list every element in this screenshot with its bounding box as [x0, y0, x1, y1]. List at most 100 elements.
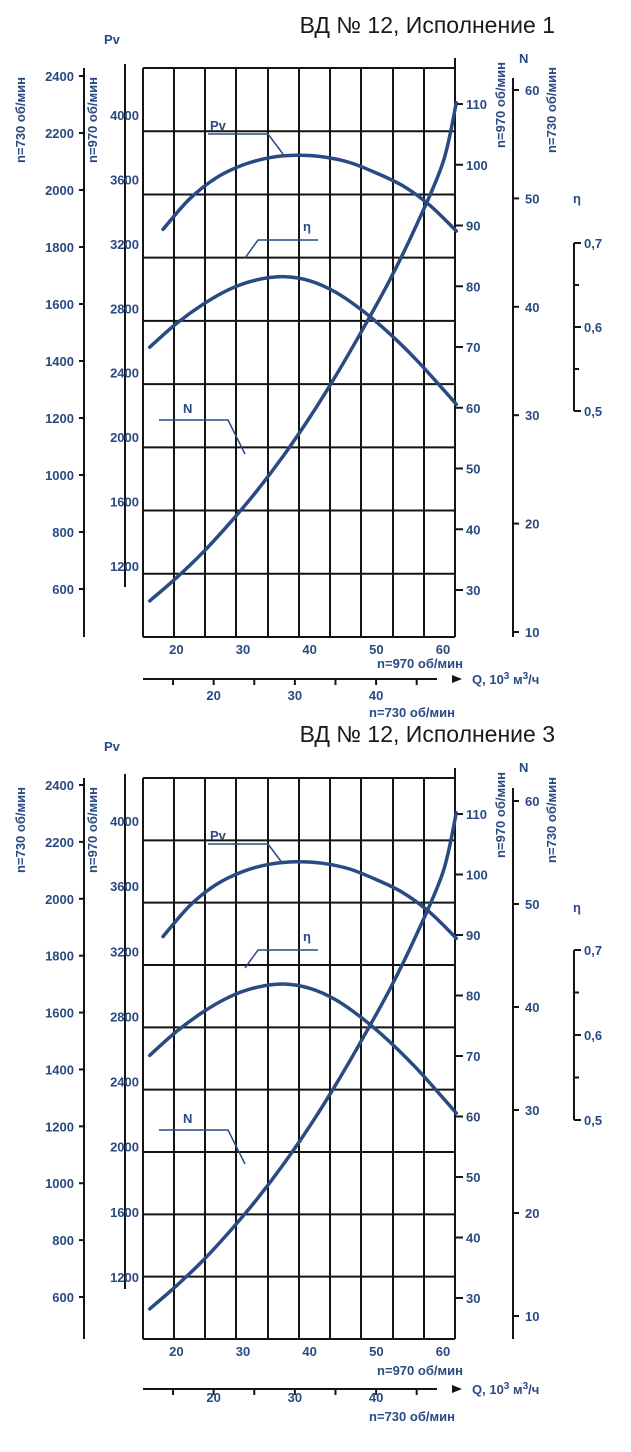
pv-970-tick-label: 1200 [110, 559, 139, 574]
power-curve-leader [159, 419, 246, 455]
pv-730-tick-label: 2400 [45, 778, 74, 793]
n-label: N [519, 51, 528, 66]
x-970-tick-label: 50 [369, 1344, 383, 1359]
pv-label: Pv [104, 32, 121, 47]
eta-tick-label: 0,5 [584, 1113, 602, 1128]
q-axis-label: Q, 103 м3/ч [472, 671, 539, 688]
n-730-tick-label: 60 [525, 83, 539, 98]
pv-970-tick-label: 1600 [110, 1205, 139, 1220]
chart-panel-2: ВД № 12, Исполнение 3 Pv n=730 об/мин n=970… [13, 721, 602, 1424]
pv-730-tick-label: 2200 [45, 126, 74, 141]
pv-970-tick-label: 3600 [110, 172, 139, 187]
pv-730-tick-label: 2200 [45, 835, 74, 850]
chart-title: ВД № 12, Исполнение 3 [300, 721, 555, 747]
x-970-tick-label: 60 [436, 642, 450, 657]
n-730-tick-label: 60 [525, 794, 539, 809]
efficiency-curve [147, 274, 459, 407]
n-970-tick-label: 40 [466, 1231, 480, 1246]
n-970-tick-label: 30 [466, 583, 480, 598]
n-730-tick-label: 10 [525, 625, 539, 640]
eta-tick-label: 0,7 [584, 943, 602, 958]
pv-970-tick-label: 2800 [110, 1009, 139, 1024]
efficiency-curve-label: η [303, 219, 311, 234]
pv-730-tick-label: 1000 [45, 1176, 74, 1191]
eta-tick-label: 0,6 [584, 320, 602, 335]
x-970-tick-label: 40 [302, 642, 316, 657]
pv-970-tick-label: 2000 [110, 430, 139, 445]
n-970-axis-label: n=970 об/мин [493, 772, 508, 858]
pv-730-tick-label: 1200 [45, 1119, 74, 1134]
x-730-tick-label: 30 [288, 1390, 302, 1405]
efficiency-curve-label: η [303, 929, 311, 944]
n-970-tick-label: 110 [466, 97, 487, 112]
x-970-tick-label: 20 [169, 642, 183, 657]
x-730-axis-label: n=730 об/мин [369, 1409, 455, 1424]
pv-730-tick-label: 1000 [45, 468, 74, 483]
n-970-tick-label: 70 [466, 340, 480, 355]
n-730-axis-label: n=730 об/мин [544, 777, 559, 863]
n-730-tick-label: 30 [525, 408, 539, 423]
q-arrow-icon [452, 1385, 462, 1393]
n-730-axis-label: n=730 об/мин [544, 67, 559, 153]
n-label: N [519, 760, 528, 775]
power-curve [147, 101, 459, 603]
pv-label: Pv [104, 739, 121, 754]
eta-label: η [573, 900, 581, 915]
n-970-axis-label: n=970 об/мин [493, 62, 508, 148]
x-730-tick-label: 20 [206, 1390, 220, 1405]
pv-curve-leader [208, 133, 284, 155]
x-730-tick-label: 40 [369, 688, 383, 703]
pv-730-tick-label: 1600 [45, 1006, 74, 1021]
pv-970-tick-label: 2000 [110, 1140, 139, 1155]
pv-730-tick-label: 1800 [45, 949, 74, 964]
x-730-tick-label: 30 [288, 688, 302, 703]
pv-730-axis-label: n=730 об/мин [13, 787, 28, 873]
chart-title: ВД № 12, Исполнение 1 [300, 12, 555, 38]
pv-970-tick-label: 2400 [110, 1075, 139, 1090]
pv-970-axis-label: n=970 об/мин [85, 77, 100, 163]
x-970-tick-label: 50 [369, 642, 383, 657]
n-970-tick-label: 80 [466, 279, 480, 294]
eta-tick-label: 0,7 [584, 236, 602, 251]
x-730-tick-label: 20 [206, 688, 220, 703]
eta-tick-label: 0,5 [584, 404, 602, 419]
x-970-tick-label: 40 [302, 1344, 316, 1359]
pv-970-tick-label: 3200 [110, 944, 139, 959]
pv-970-tick-label: 1600 [110, 495, 139, 510]
pv-730-tick-label: 600 [52, 582, 74, 597]
x-730-axis-label: n=730 об/мин [369, 705, 455, 720]
pv-730-tick-label: 2000 [45, 183, 74, 198]
efficiency-curve-leader [244, 239, 318, 259]
efficiency-curve-leader [244, 949, 318, 969]
pv-730-tick-label: 1200 [45, 411, 74, 426]
n-730-tick-label: 20 [525, 1206, 539, 1221]
pv-curve [161, 153, 459, 233]
pv-730-tick-label: 1400 [45, 354, 74, 369]
n-730-tick-label: 40 [525, 300, 539, 315]
power-curve-label: N [183, 401, 192, 416]
n-730-tick-label: 50 [525, 191, 539, 206]
n-730-tick-label: 20 [525, 517, 539, 532]
n-970-tick-label: 60 [466, 1110, 480, 1125]
x-970-tick-label: 20 [169, 1344, 183, 1359]
n-970-tick-label: 70 [466, 1049, 480, 1064]
x-970-tick-label: 30 [236, 642, 250, 657]
x-730-tick-label: 40 [369, 1390, 383, 1405]
pv-970-tick-label: 1200 [110, 1270, 139, 1285]
pv-970-tick-label: 3600 [110, 879, 139, 894]
q-axis-label: Q, 103 м3/ч [472, 1381, 539, 1398]
pv-970-tick-label: 4000 [110, 108, 139, 123]
n-970-tick-label: 90 [466, 219, 480, 234]
pv-730-tick-label: 2000 [45, 892, 74, 907]
n-970-tick-label: 60 [466, 401, 480, 416]
pv-730-tick-label: 600 [52, 1290, 74, 1305]
x-970-tick-label: 30 [236, 1344, 250, 1359]
n-970-tick-label: 100 [466, 868, 488, 883]
pv-730-tick-label: 800 [52, 525, 74, 540]
pv-730-tick-label: 800 [52, 1233, 74, 1248]
q-arrow-icon [452, 675, 462, 683]
n-970-tick-label: 90 [466, 928, 480, 943]
pv-970-tick-label: 2800 [110, 301, 139, 316]
pv-730-axis-label: n=730 об/мин [13, 77, 28, 163]
